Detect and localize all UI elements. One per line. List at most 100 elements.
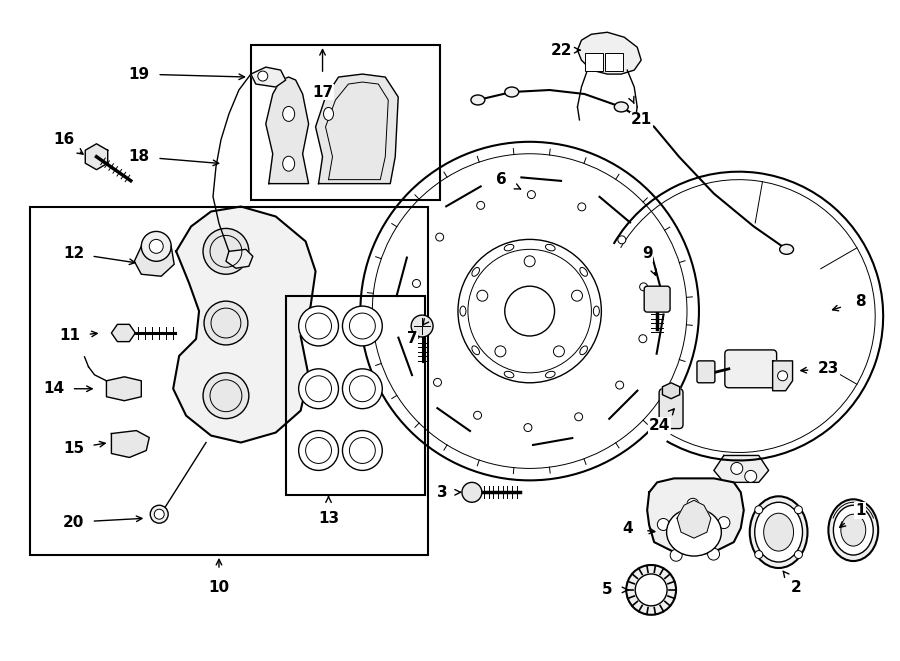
Circle shape xyxy=(578,203,586,211)
Circle shape xyxy=(154,509,164,519)
Polygon shape xyxy=(251,67,285,87)
Text: 15: 15 xyxy=(63,441,85,456)
FancyBboxPatch shape xyxy=(724,350,777,388)
Circle shape xyxy=(299,430,338,471)
Polygon shape xyxy=(112,430,149,457)
Text: 8: 8 xyxy=(855,293,866,309)
Bar xyxy=(251,45,440,200)
Circle shape xyxy=(412,280,420,288)
Ellipse shape xyxy=(580,268,588,276)
Circle shape xyxy=(524,256,536,267)
Circle shape xyxy=(203,229,248,274)
Text: 24: 24 xyxy=(648,418,670,433)
FancyBboxPatch shape xyxy=(644,286,670,312)
Polygon shape xyxy=(226,249,253,268)
Polygon shape xyxy=(772,361,793,391)
Ellipse shape xyxy=(283,106,294,122)
Text: 7: 7 xyxy=(407,331,418,346)
Text: 5: 5 xyxy=(602,582,613,598)
Circle shape xyxy=(257,71,268,81)
Ellipse shape xyxy=(593,306,599,316)
Circle shape xyxy=(626,565,676,615)
Circle shape xyxy=(411,315,433,337)
Circle shape xyxy=(795,506,803,514)
Text: 3: 3 xyxy=(436,485,447,500)
Circle shape xyxy=(731,463,742,475)
Bar xyxy=(285,296,425,495)
Circle shape xyxy=(436,233,444,241)
Circle shape xyxy=(657,518,670,530)
Circle shape xyxy=(462,483,482,502)
Text: 1: 1 xyxy=(855,503,866,518)
Ellipse shape xyxy=(504,245,514,251)
Polygon shape xyxy=(662,383,680,399)
Circle shape xyxy=(527,190,536,198)
Circle shape xyxy=(670,549,682,561)
Ellipse shape xyxy=(471,95,485,105)
Polygon shape xyxy=(316,74,398,184)
Ellipse shape xyxy=(833,505,873,555)
Polygon shape xyxy=(714,455,769,483)
Ellipse shape xyxy=(323,108,334,120)
Text: 12: 12 xyxy=(63,246,85,261)
Circle shape xyxy=(343,430,382,471)
FancyBboxPatch shape xyxy=(697,361,715,383)
Circle shape xyxy=(572,290,582,301)
Circle shape xyxy=(299,306,338,346)
Circle shape xyxy=(795,551,803,559)
Ellipse shape xyxy=(505,87,518,97)
Ellipse shape xyxy=(472,268,480,276)
Circle shape xyxy=(495,346,506,357)
Text: 19: 19 xyxy=(129,67,150,81)
Circle shape xyxy=(745,471,757,483)
Text: 18: 18 xyxy=(129,149,150,164)
Text: 10: 10 xyxy=(209,580,230,596)
Bar xyxy=(585,53,603,71)
Ellipse shape xyxy=(828,499,878,561)
Ellipse shape xyxy=(545,245,555,251)
Circle shape xyxy=(707,548,720,560)
Text: 9: 9 xyxy=(642,246,652,261)
Polygon shape xyxy=(86,144,108,170)
Text: 11: 11 xyxy=(59,329,80,344)
Circle shape xyxy=(477,290,488,301)
Circle shape xyxy=(755,506,763,514)
Circle shape xyxy=(203,373,248,418)
Text: 23: 23 xyxy=(818,362,839,376)
Ellipse shape xyxy=(667,508,722,556)
Circle shape xyxy=(640,283,648,291)
Text: 20: 20 xyxy=(63,515,85,529)
Polygon shape xyxy=(266,77,309,184)
Circle shape xyxy=(411,331,419,339)
Text: 16: 16 xyxy=(53,132,75,147)
Circle shape xyxy=(778,371,788,381)
Circle shape xyxy=(524,424,532,432)
Circle shape xyxy=(149,239,163,253)
Text: 22: 22 xyxy=(551,43,572,58)
Polygon shape xyxy=(112,325,135,342)
Circle shape xyxy=(204,301,248,345)
Circle shape xyxy=(639,334,647,342)
Circle shape xyxy=(617,236,626,244)
Circle shape xyxy=(616,381,624,389)
Circle shape xyxy=(343,369,382,408)
Circle shape xyxy=(554,346,564,357)
Circle shape xyxy=(755,551,763,559)
Circle shape xyxy=(141,231,171,261)
Ellipse shape xyxy=(580,346,588,355)
Text: 13: 13 xyxy=(318,511,339,525)
FancyBboxPatch shape xyxy=(659,389,683,428)
Ellipse shape xyxy=(472,346,480,355)
Text: 21: 21 xyxy=(631,112,652,128)
Circle shape xyxy=(635,574,667,606)
Circle shape xyxy=(477,202,485,210)
Ellipse shape xyxy=(504,371,514,378)
Text: 14: 14 xyxy=(43,381,64,396)
Polygon shape xyxy=(578,32,641,74)
Ellipse shape xyxy=(841,514,866,546)
Polygon shape xyxy=(106,377,141,401)
Ellipse shape xyxy=(764,513,794,551)
Circle shape xyxy=(343,306,382,346)
Ellipse shape xyxy=(750,496,807,568)
Ellipse shape xyxy=(755,502,803,562)
